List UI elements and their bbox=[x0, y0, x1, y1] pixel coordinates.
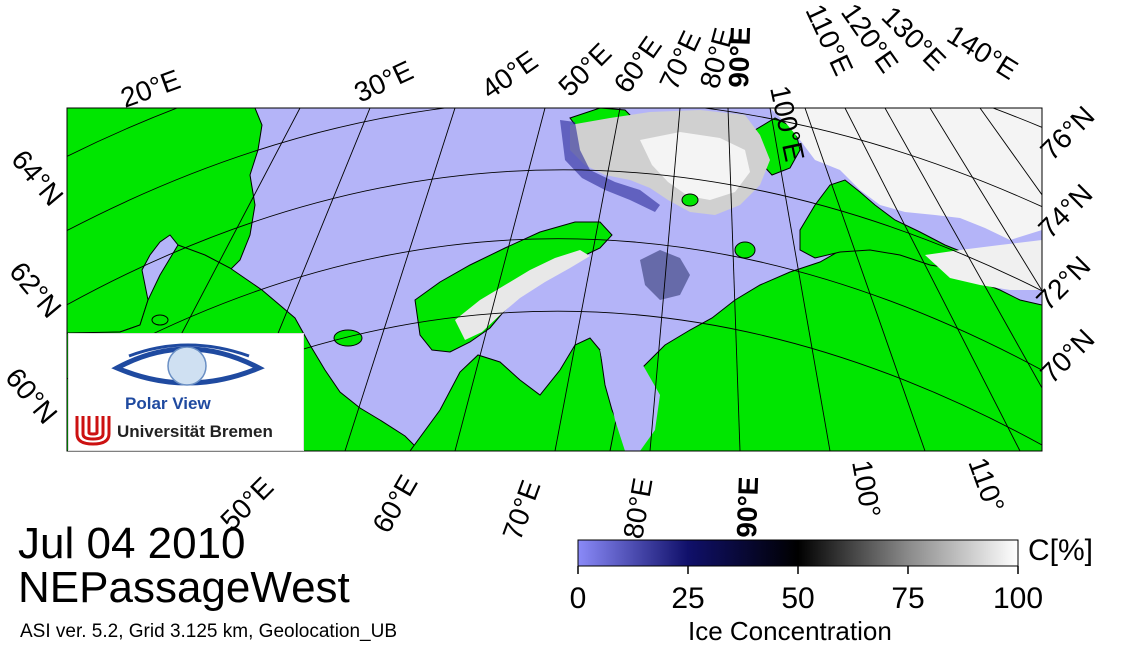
island bbox=[734, 241, 756, 259]
island bbox=[151, 314, 169, 326]
polar-view-eye-icon bbox=[111, 343, 265, 386]
lon-label-top: 60°E bbox=[608, 31, 668, 99]
lon-label-bottom: 110° bbox=[962, 453, 1010, 516]
lat-label-right: 76°N bbox=[1034, 100, 1100, 166]
lon-label-bottom: 90°E bbox=[731, 476, 764, 538]
colorbar-tick-label: 50 bbox=[781, 582, 815, 615]
logo-institution-text: Universität Bremen bbox=[117, 422, 273, 441]
lat-label-left: 60°N bbox=[0, 362, 63, 430]
lon-label-bottom: 70°E bbox=[497, 476, 547, 544]
lon-label-top: 90°E bbox=[723, 26, 756, 88]
colorbar-tick-label: 75 bbox=[891, 582, 925, 615]
ob-gulf bbox=[600, 345, 660, 451]
lon-label-top: 30°E bbox=[349, 55, 417, 109]
lon-label-top: 20°E bbox=[116, 64, 184, 114]
lat-label-left: 64°N bbox=[5, 144, 69, 212]
map-metadata: ASI ver. 5.2, Grid 3.125 km, Geolocation… bbox=[20, 621, 398, 642]
novaya-zemlya-ice bbox=[455, 250, 590, 340]
lon-label-bottom: 60°E bbox=[366, 470, 423, 538]
colorbar-tick-label: 0 bbox=[569, 582, 587, 615]
logo-brand-text: Polar View bbox=[125, 394, 211, 413]
colorbar-xlabel: Ice Concentration bbox=[688, 616, 892, 646]
map-frame bbox=[66, 107, 1043, 452]
sea-ice-north bbox=[770, 108, 1042, 240]
university-seal-icon bbox=[75, 416, 111, 446]
colorbar bbox=[577, 539, 1019, 567]
polar-view-logo: Polar View Universität Bremen bbox=[68, 333, 304, 451]
lon-label-top: 50°E bbox=[552, 37, 617, 102]
lon-label-bottom: 100° bbox=[846, 458, 887, 520]
lat-label-right: 70°N bbox=[1034, 323, 1100, 389]
map-region-name: NEPassageWest bbox=[18, 563, 350, 612]
longitude-labels-bottom: 50°E 60°E 70°E 80°E 90°E 100° 110° bbox=[214, 453, 1010, 544]
lon-label-top: 140°E bbox=[942, 19, 1023, 86]
island bbox=[681, 193, 699, 207]
colorbar-tick-label: 25 bbox=[671, 582, 705, 615]
island bbox=[333, 329, 363, 347]
map-date: Jul 04 2010 bbox=[18, 519, 246, 568]
colorbar-tick-label: 100 bbox=[992, 582, 1044, 615]
sea-ice-east bbox=[925, 240, 1042, 290]
lon-label-top: 40°E bbox=[476, 45, 544, 105]
colorbar-ticks bbox=[577, 566, 1019, 574]
lon-label-bottom: 80°E bbox=[617, 476, 658, 541]
lat-label-left: 62°N bbox=[3, 256, 67, 324]
sea-ice-edge bbox=[560, 120, 660, 212]
graticule bbox=[67, 108, 1042, 451]
colorbar-title: C[%] bbox=[1028, 534, 1094, 567]
